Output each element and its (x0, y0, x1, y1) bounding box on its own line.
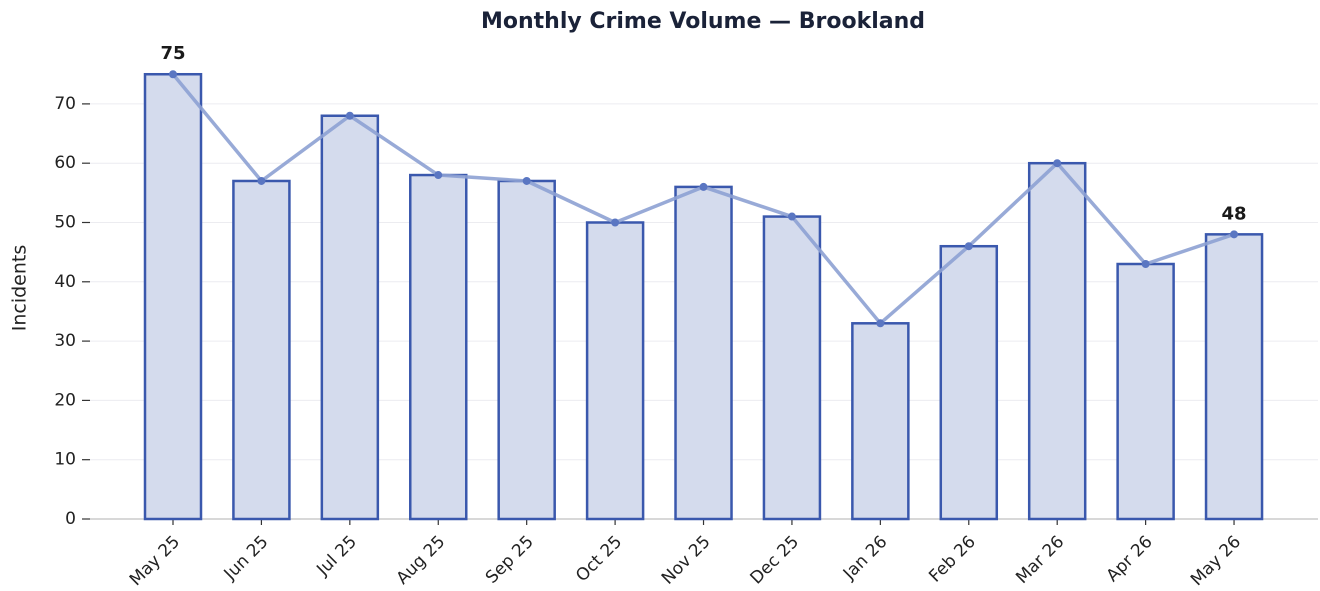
line-marker (964, 242, 973, 251)
x-tick-label: Mar 26 (1012, 532, 1068, 588)
y-axis-label: Incidents (9, 245, 31, 332)
y-tick-label: 10 (54, 450, 76, 470)
x-tick-label: Dec 25 (746, 532, 803, 589)
chart-title: Monthly Crime Volume — Brookland (481, 9, 925, 34)
line-marker (787, 212, 796, 221)
line-marker (522, 176, 531, 185)
bar (409, 173, 468, 521)
x-tick-label: Apr 26 (1103, 532, 1157, 586)
bar (143, 72, 203, 521)
y-tick-label: 70 (54, 94, 76, 114)
bar (320, 114, 380, 521)
x-tick-label: Oct 25 (572, 532, 626, 586)
bar (674, 185, 733, 521)
x-tick-label: Feb 26 (925, 532, 980, 587)
bar (1204, 233, 1264, 521)
line-marker (699, 182, 708, 191)
bar (851, 322, 910, 521)
x-tick-label: Jul 25 (312, 532, 360, 580)
value-label: 48 (1222, 203, 1247, 224)
x-tick-label: May 25 (126, 532, 184, 590)
x-tick-label: Aug 25 (393, 532, 450, 589)
y-tick-label: 60 (54, 153, 76, 173)
line-marker (1053, 159, 1062, 168)
line-marker (434, 171, 443, 180)
line-marker (345, 111, 354, 120)
bar (585, 221, 645, 521)
line-marker (169, 70, 177, 79)
x-tick-label: Nov 25 (658, 532, 715, 589)
line-marker (257, 176, 266, 185)
y-tick-label: 20 (54, 390, 76, 410)
x-tick-label: Jun 25 (220, 532, 273, 585)
bar (762, 215, 822, 521)
bar (232, 179, 291, 521)
x-tick-label: May 26 (1187, 532, 1245, 590)
line-marker (876, 319, 885, 328)
line-marker (1230, 230, 1239, 239)
line-marker (1141, 260, 1150, 269)
line-marker (611, 218, 620, 227)
y-tick-label: 50 (54, 212, 76, 232)
y-tick-label: 0 (65, 509, 76, 529)
y-tick-label: 40 (54, 272, 76, 292)
bar (1027, 161, 1087, 521)
bar (497, 179, 556, 521)
x-tick-label: Sep 25 (482, 532, 538, 588)
x-tick-label: Jan 26 (839, 532, 892, 585)
bar (939, 244, 999, 521)
y-tick-label: 30 (54, 331, 76, 351)
bar (1116, 262, 1175, 521)
value-label: 75 (160, 43, 185, 64)
